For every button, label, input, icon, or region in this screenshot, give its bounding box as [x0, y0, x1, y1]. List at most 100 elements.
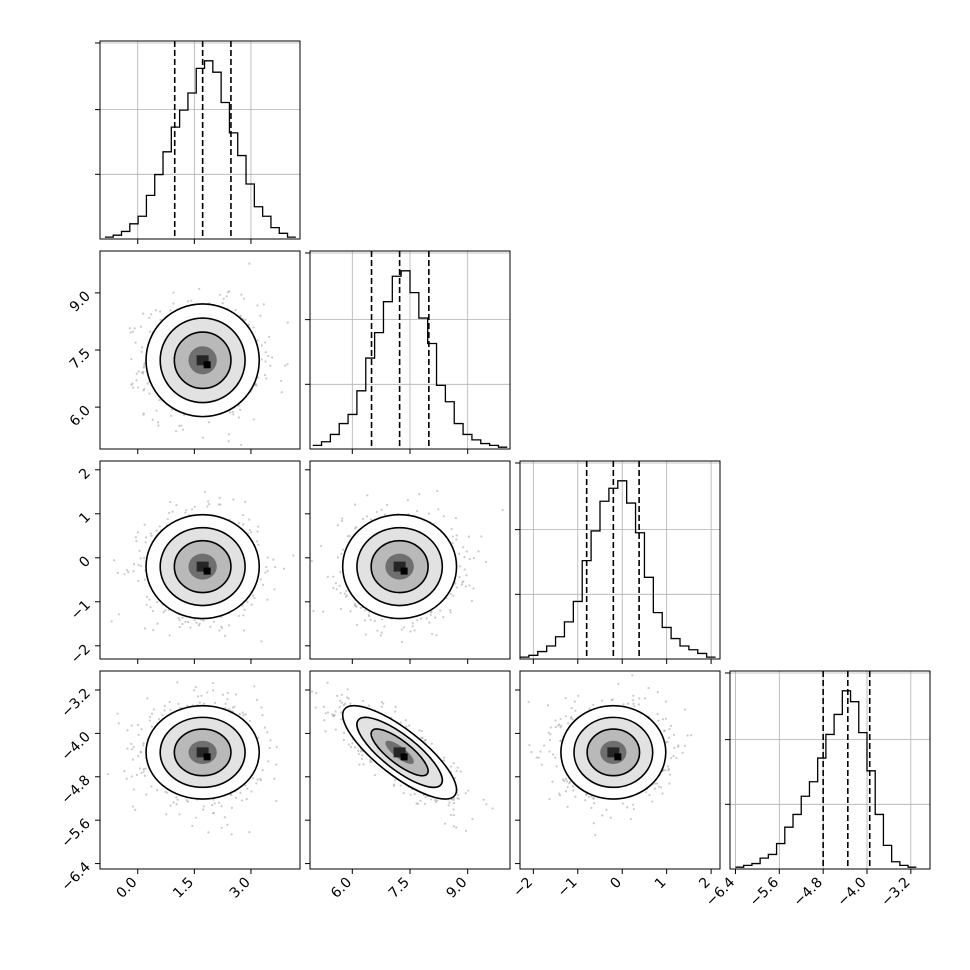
scatter-point: [128, 327, 131, 330]
scatter-point: [315, 691, 318, 695]
scatter-point: [248, 518, 251, 521]
density-panel: [128, 262, 289, 446]
scatter-point: [434, 798, 437, 802]
scatter-point: [134, 536, 138, 539]
scatter-point: [420, 736, 423, 739]
scatter-point: [223, 634, 227, 637]
scatter-point: [265, 565, 268, 569]
scatter-point: [245, 798, 248, 801]
scatter-point: [142, 742, 145, 745]
scatter-point: [345, 696, 349, 699]
scatter-point: [336, 694, 339, 698]
scatter-point: [292, 554, 295, 557]
scatter-point: [261, 769, 264, 772]
scatter-point: [255, 782, 258, 785]
scatter-point: [226, 691, 229, 695]
density-core: [393, 561, 406, 572]
scatter-point: [349, 610, 352, 613]
scatter-point: [442, 759, 446, 762]
scatter-point: [255, 698, 259, 701]
scatter-point: [234, 693, 238, 696]
scatter-point: [669, 724, 673, 727]
scatter-point: [477, 550, 480, 553]
scatter-point: [424, 795, 427, 799]
scatter-point: [142, 389, 145, 392]
scatter-point: [178, 625, 181, 629]
scatter-point: [340, 718, 343, 721]
scatter-point: [136, 386, 140, 389]
scatter-point: [275, 745, 278, 748]
scatter-point: [169, 500, 172, 504]
scatter-point: [435, 634, 438, 637]
scatter-point: [367, 613, 370, 617]
scatter-point: [443, 822, 447, 825]
scatter-point: [344, 702, 347, 705]
scatter-point: [257, 376, 260, 379]
scatter-point: [364, 609, 367, 612]
scatter-point: [280, 379, 283, 382]
scatter-point: [351, 742, 354, 745]
panel-content: [110, 490, 295, 643]
scatter-point: [200, 694, 203, 697]
scatter-point: [567, 722, 570, 725]
scatter-point: [242, 614, 245, 617]
scatter-point: [340, 552, 343, 555]
scatter-point: [231, 706, 235, 709]
scatter-point: [232, 413, 235, 416]
scatter-point: [169, 309, 172, 312]
scatter-point: [209, 625, 212, 628]
scatter-point: [140, 771, 143, 775]
histogram-panel: [725, 671, 930, 869]
scatter-point: [341, 548, 345, 551]
scatter-point: [331, 713, 334, 716]
scatter-point: [340, 607, 343, 610]
scatter-point: [346, 535, 349, 538]
scatter-point: [310, 690, 314, 693]
scatter-point: [326, 711, 329, 714]
scatter-point: [150, 785, 153, 788]
scatter-point: [439, 609, 442, 612]
scatter-point: [263, 373, 267, 377]
scatter-point: [169, 708, 172, 712]
scatter-point: [264, 360, 267, 363]
scatter-point: [238, 522, 241, 525]
scatter-point: [355, 526, 358, 529]
scatter-point: [282, 567, 286, 570]
scatter-point: [383, 513, 386, 516]
scatter-point: [130, 742, 133, 745]
scatter-point: [169, 804, 172, 807]
density-panel: [310, 681, 494, 832]
scatter-point: [248, 719, 252, 722]
scatter-point: [170, 414, 173, 417]
scatter-point: [142, 413, 145, 416]
scatter-point: [455, 586, 458, 589]
scatter-point: [442, 515, 445, 518]
scatter-point: [230, 833, 233, 836]
scatter-point: [142, 768, 145, 771]
scatter-point: [452, 761, 455, 765]
scatter-point: [459, 565, 462, 568]
scatter-point: [593, 802, 596, 805]
scatter-point: [484, 560, 488, 564]
scatter-point: [273, 777, 276, 780]
scatter-point: [177, 702, 180, 706]
scatter-point: [241, 711, 244, 714]
scatter-point: [178, 424, 181, 428]
scatter-point: [449, 611, 452, 614]
scatter-point: [394, 705, 397, 708]
scatter-point: [143, 578, 146, 581]
scatter-point: [413, 792, 416, 796]
density-panel: [110, 490, 295, 643]
scatter-point: [275, 799, 278, 803]
scatter-point: [347, 743, 350, 746]
scatter-point: [354, 746, 357, 749]
scatter-point: [143, 556, 146, 560]
scatter-point: [462, 580, 465, 583]
scatter-point: [186, 800, 190, 803]
scatter-point: [148, 392, 151, 395]
scatter-point: [129, 331, 132, 334]
scatter-point: [256, 339, 259, 342]
scatter-point: [419, 799, 422, 802]
scatter-point: [213, 802, 216, 805]
scatter-point: [400, 640, 404, 643]
